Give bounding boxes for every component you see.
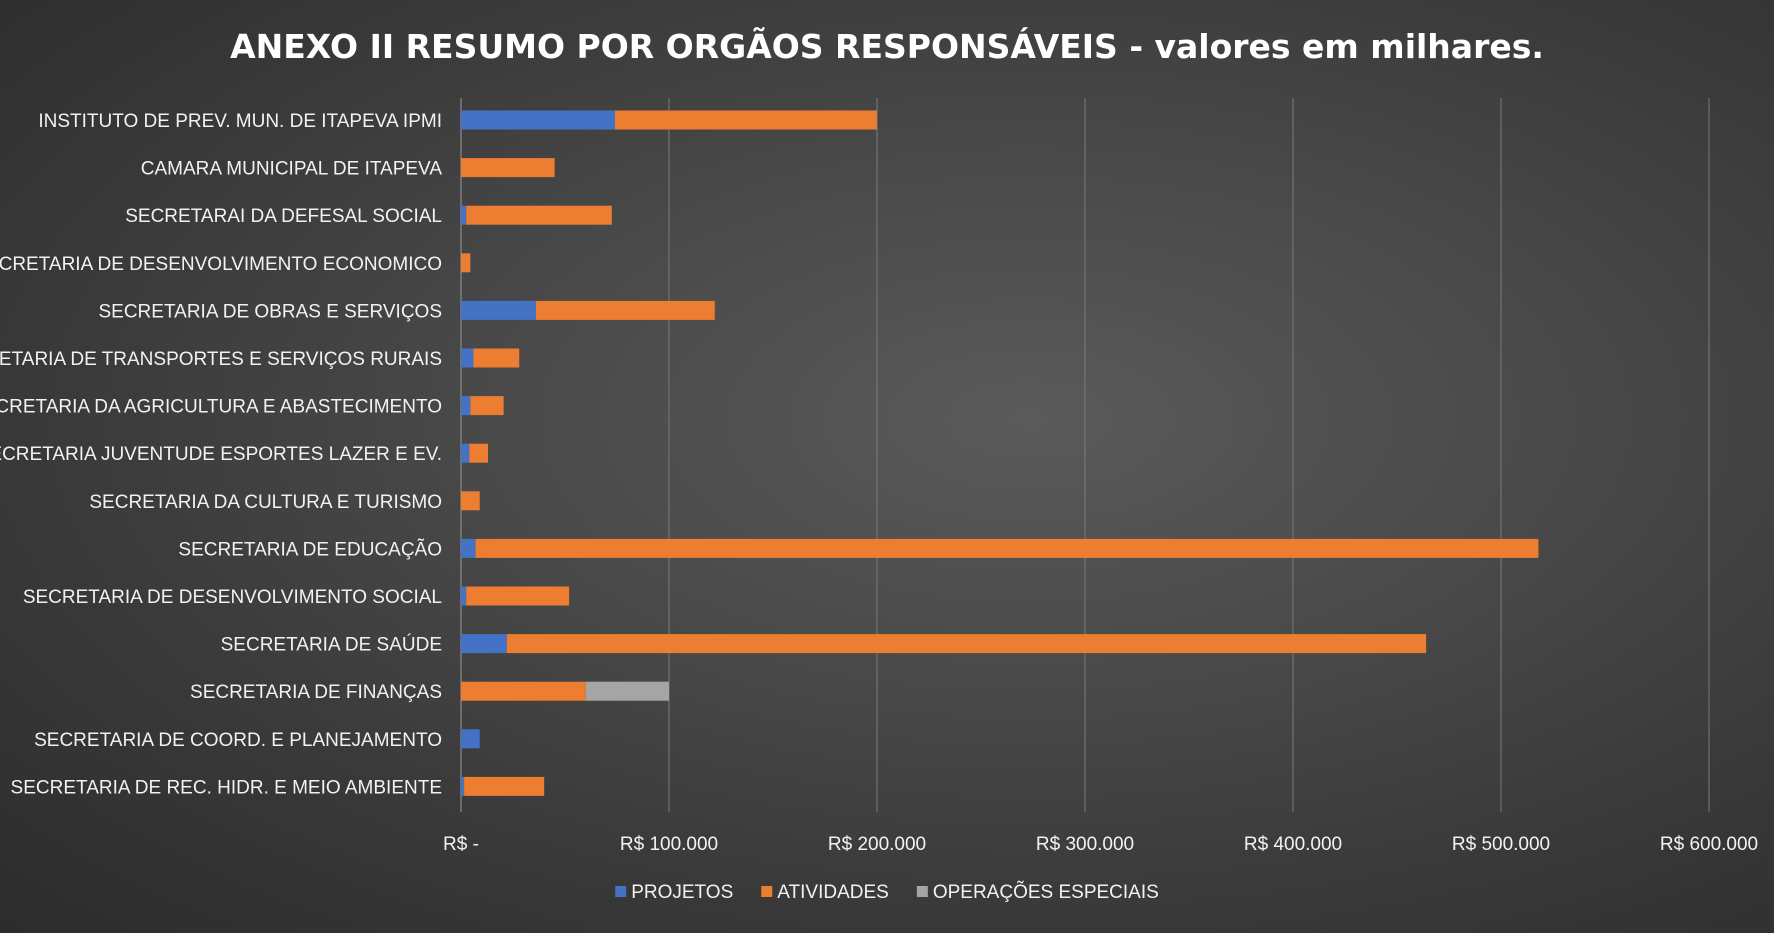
x-tick-label: R$ 500.000 <box>1452 834 1550 855</box>
gridlines <box>460 98 1710 812</box>
bar-segment-atividades <box>466 205 612 225</box>
category-label: INSTITUTO DE PREV. MUN. DE ITAPEVA IPMI <box>38 111 442 132</box>
bar-segment-projetos <box>461 396 471 416</box>
category-label: SECRETARIA DA AGRICULTURA E ABASTECIMENT… <box>0 397 442 418</box>
category-label: SECRETARIA DE FINANÇAS <box>190 682 442 703</box>
bar-segment-projetos <box>461 776 465 796</box>
bar-segment-projetos <box>461 729 480 749</box>
bar-segment-atividades <box>461 491 480 511</box>
bar-segment-atividades <box>470 396 504 416</box>
category-label: SECRETARIA JUVENTUDE ESPORTES LAZER E EV… <box>0 444 442 465</box>
bar-segment-projetos <box>461 443 470 463</box>
bar-segment-projetos <box>461 205 467 225</box>
legend-swatch-projetos <box>615 886 627 897</box>
bar-segment-atividades <box>535 300 715 320</box>
bar-segment-atividades <box>506 634 1427 654</box>
bar-segment-atividades <box>461 681 586 701</box>
x-tick-label: R$ 600.000 <box>1660 834 1758 855</box>
bar-segment-atividades <box>461 158 555 178</box>
bar-segment-projetos <box>461 634 507 654</box>
bar-segment-atividades <box>475 538 1539 558</box>
bar-segment-atividades <box>466 586 570 606</box>
category-label: SECRETARIA DA CULTURA E TURISMO <box>89 492 442 513</box>
category-labels: INSTITUTO DE PREV. MUN. DE ITAPEVA IPMI C… <box>0 111 442 798</box>
legend-label-opera-es-especiais: OPERAÇÕES ESPECIAIS <box>933 881 1159 903</box>
category-label: SECRETARIA DE EDUCAÇÃO <box>178 538 442 560</box>
category-label: SECRETARAI DA DEFESAL SOCIAL <box>125 206 442 227</box>
bar-segment-opera-es-especiais <box>585 681 669 701</box>
bar-segment-atividades <box>473 348 520 368</box>
chart-title: ANEXO II RESUMO POR ORGÃOS RESPONSÁVEIS … <box>230 26 1544 66</box>
legend-label-atividades: ATIVIDADES <box>777 882 889 903</box>
legend-swatch-opera-es-especiais <box>916 886 928 897</box>
category-label: SECRETARIA DE OBRAS E SERVIÇOS <box>98 301 442 322</box>
legend: PROJETOS ATIVIDADES OPERAÇÕES ESPECIAIS <box>615 881 1159 903</box>
category-label: SECRETARIA DE TRANSPORTES E SERVIÇOS RUR… <box>0 349 442 370</box>
bar-segment-projetos <box>461 538 476 558</box>
category-label: SECRETARIA DE SAÚDE <box>221 634 442 656</box>
bar-segment-atividades <box>614 110 877 130</box>
legend-swatch-atividades <box>761 886 773 897</box>
bar-segment-atividades <box>464 776 545 796</box>
legend-label-projetos: PROJETOS <box>631 882 733 903</box>
x-axis-tick-labels: R$ - R$ 100.000 R$ 200.000 R$ 300.000 R$ 400… <box>443 834 1758 855</box>
bar-segment-projetos <box>461 348 474 368</box>
category-label: SECRETARIA DE DESENVOLVIMENTO ECONOMICO <box>0 254 442 275</box>
bar-segment-projetos <box>461 110 615 130</box>
bar-segment-atividades <box>461 253 471 273</box>
bar-segment-projetos <box>461 586 467 606</box>
x-tick-label: R$ 100.000 <box>620 834 718 855</box>
category-label: SECRETARIA DE REC. HIDR. E MEIO AMBIENTE <box>11 777 442 798</box>
category-label: CAMARA MUNICIPAL DE ITAPEVA <box>141 159 443 180</box>
bar-segment-atividades <box>469 443 489 463</box>
bar-segment-projetos <box>461 300 536 320</box>
x-tick-label: R$ 300.000 <box>1036 834 1134 855</box>
category-label: SECRETARIA DE COORD. E PLANEJAMENTO <box>34 730 442 751</box>
x-tick-label: R$ - <box>443 834 479 855</box>
x-tick-label: R$ 200.000 <box>828 834 926 855</box>
category-label: SECRETARIA DE DESENVOLVIMENTO SOCIAL <box>23 587 442 608</box>
x-tick-label: R$ 400.000 <box>1244 834 1342 855</box>
bars <box>461 110 1539 796</box>
